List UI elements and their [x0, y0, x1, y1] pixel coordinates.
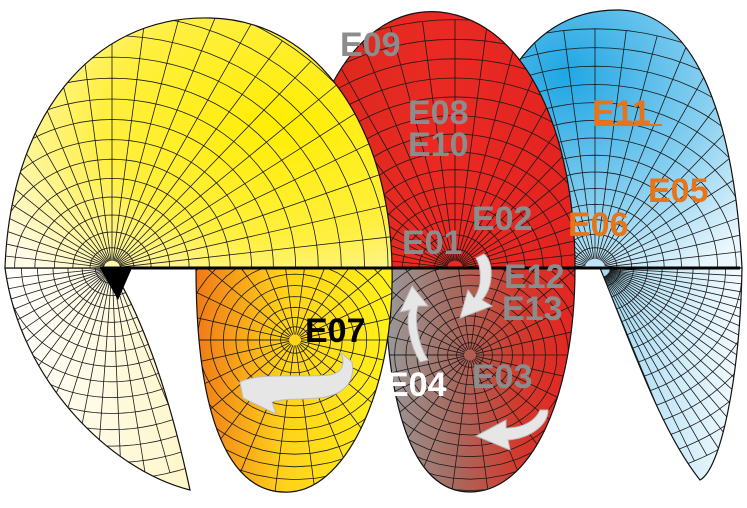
curved-arrow-icon	[239, 351, 354, 415]
label-e08: E08	[408, 94, 469, 132]
curved-arrow-icon	[459, 253, 494, 319]
label-e04: E04	[386, 366, 447, 404]
helix-axis	[100, 266, 740, 300]
label-e09: E09	[340, 26, 401, 64]
label-e12: E12	[504, 258, 565, 296]
label-e03: E03	[472, 358, 533, 396]
label-e06: E06	[568, 206, 629, 244]
label-e13: E13	[502, 290, 563, 328]
label-e02: E02	[472, 200, 533, 238]
curved-arrow-icon	[474, 409, 549, 451]
label-e05: E05	[648, 172, 709, 210]
label-e11: E11	[592, 94, 651, 132]
label-e10: E10	[408, 126, 469, 164]
label-e07: E07	[305, 312, 366, 350]
label-e01: E01	[402, 224, 463, 262]
curved-arrow-icon	[399, 285, 430, 363]
diagram-labels: E09 E08 E10 E11 E05 E06 E02 E01 E12 E13 …	[305, 26, 709, 404]
